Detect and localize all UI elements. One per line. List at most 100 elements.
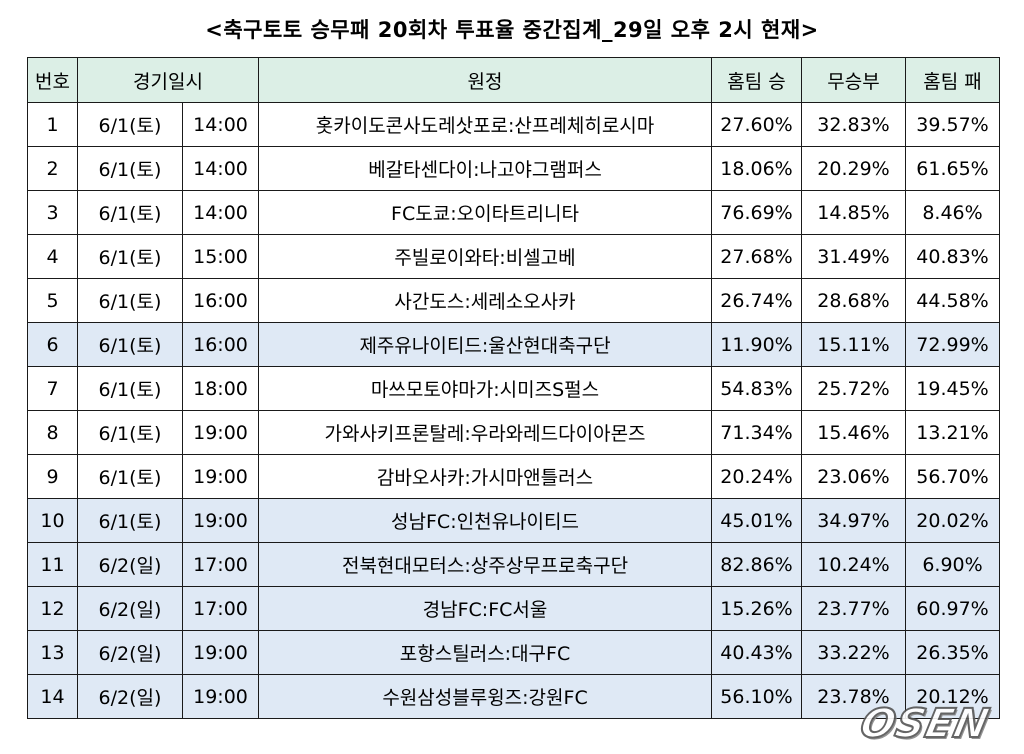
row-match: 베갈타센다이:나고야그램퍼스 bbox=[258, 146, 713, 191]
row-date: 6/2(일) bbox=[77, 674, 183, 719]
row-match: 마쓰모토야마가:시미즈S펄스 bbox=[258, 366, 713, 411]
row-time: 19:00 bbox=[181, 498, 260, 543]
row-home-win: 71.34% bbox=[711, 410, 803, 455]
row-home-loss: 20.12% bbox=[905, 674, 1001, 719]
table-row: 1 6/1(토) 14:00 홋카이도콘사도레삿포로:산프레체히로시마 27.60% 32… bbox=[27, 102, 1001, 147]
row-home-win: 82.86% bbox=[711, 542, 803, 587]
row-date: 6/1(토) bbox=[77, 410, 183, 455]
row-match: 전북현대모터스:상주상무프로축구단 bbox=[258, 542, 713, 587]
row-draw: 31.49% bbox=[801, 234, 907, 279]
row-draw: 20.29% bbox=[801, 146, 907, 191]
row-home-loss: 72.99% bbox=[905, 322, 1001, 367]
row-match: FC도쿄:오이타트리니타 bbox=[258, 190, 713, 235]
row-number: 12 bbox=[27, 586, 78, 631]
row-match: 포항스틸러스:대구FC bbox=[258, 630, 713, 675]
row-home-win: 11.90% bbox=[711, 322, 803, 367]
row-number: 2 bbox=[27, 146, 78, 191]
row-time: 17:00 bbox=[181, 586, 260, 631]
row-draw: 23.78% bbox=[801, 674, 907, 719]
row-draw: 23.06% bbox=[801, 454, 907, 499]
row-home-loss: 40.83% bbox=[905, 234, 1001, 279]
row-time: 14:00 bbox=[181, 190, 260, 235]
row-match: 제주유나이티드:울산현대축구단 bbox=[258, 322, 713, 367]
row-home-loss: 26.35% bbox=[905, 630, 1001, 675]
row-home-win: 27.60% bbox=[711, 102, 803, 147]
row-home-loss: 56.70% bbox=[905, 454, 1001, 499]
row-date: 6/2(일) bbox=[77, 542, 183, 587]
table-row: 10 6/1(토) 19:00 성남FC:인천유나이티드 45.01% 34.97% 20.… bbox=[27, 498, 1001, 543]
row-match: 홋카이도콘사도레삿포로:산프레체히로시마 bbox=[258, 102, 713, 147]
row-time: 19:00 bbox=[181, 410, 260, 455]
row-date: 6/2(일) bbox=[77, 586, 183, 631]
row-date: 6/1(토) bbox=[77, 234, 183, 279]
row-time: 17:00 bbox=[181, 542, 260, 587]
row-date: 6/1(토) bbox=[77, 498, 183, 543]
row-number: 5 bbox=[27, 278, 78, 323]
header-home-win: 홈팀 승 bbox=[711, 57, 803, 103]
table-row: 8 6/1(토) 19:00 가와사키프론탈레:우라와레드다이아몬즈 71.34% 15.… bbox=[27, 410, 1001, 455]
row-home-win: 26.74% bbox=[711, 278, 803, 323]
row-home-loss: 60.97% bbox=[905, 586, 1001, 631]
row-draw: 34.97% bbox=[801, 498, 907, 543]
row-match: 주빌로이와타:비셀고베 bbox=[258, 234, 713, 279]
header-match: 원정 bbox=[258, 57, 713, 103]
row-home-win: 45.01% bbox=[711, 498, 803, 543]
row-date: 6/1(토) bbox=[77, 102, 183, 147]
row-date: 6/1(토) bbox=[77, 190, 183, 235]
row-time: 18:00 bbox=[181, 366, 260, 411]
header-home-loss: 홈팀 패 bbox=[905, 57, 1001, 103]
row-home-loss: 13.21% bbox=[905, 410, 1001, 455]
row-number: 10 bbox=[27, 498, 78, 543]
page-title: <축구토토 승무패 20회차 투표율 중간집계_29일 오후 2시 현재> bbox=[205, 18, 819, 42]
table-row: 11 6/2(일) 17:00 전북현대모터스:상주상무프로축구단 82.86% 10.2… bbox=[27, 542, 1001, 587]
row-number: 6 bbox=[27, 322, 78, 367]
row-home-loss: 44.58% bbox=[905, 278, 1001, 323]
row-time: 19:00 bbox=[181, 630, 260, 675]
row-number: 14 bbox=[27, 674, 78, 719]
row-match: 감바오사카:가시마앤틀러스 bbox=[258, 454, 713, 499]
row-number: 13 bbox=[27, 630, 78, 675]
table-row: 7 6/1(토) 18:00 마쓰모토야마가:시미즈S펄스 54.83% 25.72% 19… bbox=[27, 366, 1001, 411]
row-match: 가와사키프론탈레:우라와레드다이아몬즈 bbox=[258, 410, 713, 455]
header-draw: 무승부 bbox=[801, 57, 907, 103]
row-number: 11 bbox=[27, 542, 78, 587]
header-no: 번호 bbox=[27, 57, 78, 103]
row-time: 16:00 bbox=[181, 278, 260, 323]
row-home-win: 76.69% bbox=[711, 190, 803, 235]
row-home-loss: 6.90% bbox=[905, 542, 1001, 587]
row-number: 1 bbox=[27, 102, 78, 147]
row-draw: 14.85% bbox=[801, 190, 907, 235]
row-home-win: 15.26% bbox=[711, 586, 803, 631]
row-number: 7 bbox=[27, 366, 78, 411]
row-match: 경남FC:FC서울 bbox=[258, 586, 713, 631]
osen-watermark-logo: OSEN bbox=[855, 700, 994, 748]
row-match: 사간도스:세레소오사카 bbox=[258, 278, 713, 323]
header-row: 번호 경기일시 원정 홈팀 승 무승부 홈팀 패 bbox=[27, 57, 1001, 103]
row-time: 14:00 bbox=[181, 102, 260, 147]
row-draw: 15.46% bbox=[801, 410, 907, 455]
row-number: 9 bbox=[27, 454, 78, 499]
row-match: 성남FC:인천유나이티드 bbox=[258, 498, 713, 543]
row-home-loss: 39.57% bbox=[905, 102, 1001, 147]
table-row: 9 6/1(토) 19:00 감바오사카:가시마앤틀러스 20.24% 23.06% 56.… bbox=[27, 454, 1001, 499]
row-date: 6/1(토) bbox=[77, 146, 183, 191]
row-home-loss: 8.46% bbox=[905, 190, 1001, 235]
row-draw: 10.24% bbox=[801, 542, 907, 587]
row-home-win: 54.83% bbox=[711, 366, 803, 411]
row-time: 15:00 bbox=[181, 234, 260, 279]
row-home-win: 20.24% bbox=[711, 454, 803, 499]
row-home-win: 40.43% bbox=[711, 630, 803, 675]
row-date: 6/1(토) bbox=[77, 454, 183, 499]
table-row: 2 6/1(토) 14:00 베갈타센다이:나고야그램퍼스 18.06% 20.29% 61… bbox=[27, 146, 1001, 191]
row-date: 6/2(일) bbox=[77, 630, 183, 675]
vote-rate-table: 번호 경기일시 원정 홈팀 승 무승부 홈팀 패 1 6/1(토) 14:00 홋카이… bbox=[27, 57, 1001, 719]
row-time: 19:00 bbox=[181, 454, 260, 499]
row-date: 6/1(토) bbox=[77, 366, 183, 411]
row-home-loss: 19.45% bbox=[905, 366, 1001, 411]
table-row: 13 6/2(일) 19:00 포항스틸러스:대구FC 40.43% 33.22% 26.3… bbox=[27, 630, 1001, 675]
row-time: 16:00 bbox=[181, 322, 260, 367]
row-number: 3 bbox=[27, 190, 78, 235]
row-draw: 23.77% bbox=[801, 586, 907, 631]
header-datetime: 경기일시 bbox=[76, 57, 260, 103]
row-home-loss: 61.65% bbox=[905, 146, 1001, 191]
